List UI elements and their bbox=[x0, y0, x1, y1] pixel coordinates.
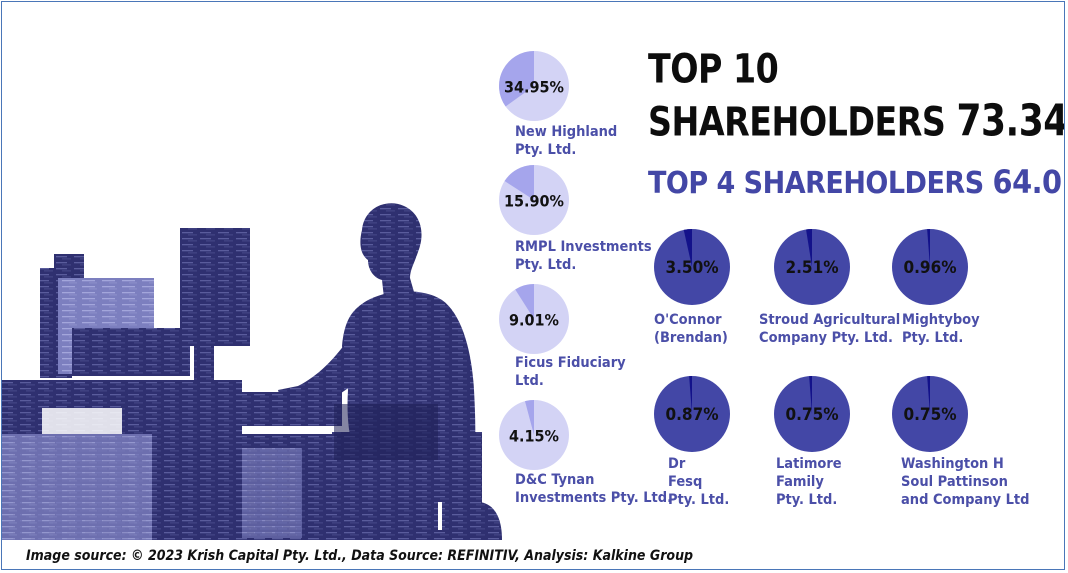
pie-latimore: 0.75% Latimore Family Pty. Ltd. bbox=[774, 376, 850, 508]
shareholder-name-line: Company Pty. Ltd. bbox=[759, 330, 893, 346]
title-top10-value: 73.34% bbox=[956, 96, 1064, 147]
pie-value-label: 0.75% bbox=[785, 405, 838, 425]
title-line-1: TOP 10 bbox=[648, 45, 779, 93]
pie-slice bbox=[499, 51, 534, 107]
pie-value-label: 3.50% bbox=[665, 258, 718, 278]
shareholder-name-line: Family bbox=[776, 474, 824, 490]
pie-washington-h: 0.75% Washington H Soul Pattinson and Compa… bbox=[892, 376, 1029, 508]
pie-slice bbox=[504, 165, 534, 200]
pie-slice bbox=[515, 284, 534, 319]
shareholder-name-line: Dr bbox=[668, 456, 686, 472]
subtitle-value: 64.01% bbox=[992, 163, 1064, 201]
pie-slice bbox=[683, 229, 692, 267]
pie-slice bbox=[927, 376, 930, 414]
shareholder-name-line: RMPL Investments bbox=[515, 239, 652, 255]
subtitle-text: TOP 4 SHAREHOLDERS bbox=[648, 166, 984, 201]
pie-d-c-tynan: 4.15% D&C Tynan Investments Pty. Ltd. bbox=[499, 400, 672, 506]
shareholder-name-line: Investments Pty. Ltd. bbox=[515, 490, 672, 506]
pie-value-label: 0.87% bbox=[665, 405, 718, 425]
pie-value-label: 15.90% bbox=[504, 192, 564, 211]
pie-mightyboy: 0.96% Mightyboy Pty. Ltd. bbox=[892, 229, 980, 346]
pie-slice bbox=[689, 376, 692, 414]
shareholder-name-line: Mightyboy bbox=[902, 312, 980, 328]
pie-new-highland: 34.95% New Highland Pty. Ltd. bbox=[499, 51, 617, 158]
pie-rmpl-investments: 15.90% RMPL Investments Pty. Ltd. bbox=[499, 165, 652, 273]
shareholder-name-line: Stroud Agricultural bbox=[759, 312, 900, 328]
pie-value-label: 4.15% bbox=[509, 427, 559, 446]
shareholder-name-line: Soul Pattinson bbox=[901, 474, 1008, 490]
shareholder-name-line: Pty. Ltd. bbox=[668, 492, 729, 508]
shareholder-name-line: Pty. Ltd. bbox=[776, 492, 837, 508]
pie-stroud-agricultural: 2.51% Stroud Agricultural Company Pty. Ltd… bbox=[759, 229, 900, 346]
pie-value-label: 2.51% bbox=[785, 258, 838, 278]
shareholder-name-line: Pty. Ltd. bbox=[515, 142, 576, 158]
title-line-2: SHAREHOLDERS 73.34% bbox=[648, 96, 1064, 147]
shareholder-name-line: (Brendan) bbox=[654, 330, 728, 346]
shareholder-name-line: Washington H bbox=[901, 456, 1004, 472]
pie-slice bbox=[806, 229, 812, 267]
pie-value-label: 0.96% bbox=[903, 258, 956, 278]
source-caption: Image source: © 2023 Krish Capital Pty. … bbox=[26, 548, 694, 564]
subtitle: TOP 4 SHAREHOLDERS 64.01% bbox=[648, 163, 1064, 202]
shareholder-name-line: Pty. Ltd. bbox=[515, 257, 576, 273]
shareholder-name-line: O'Connor bbox=[654, 312, 722, 328]
pie-value-label: 9.01% bbox=[509, 311, 559, 330]
shareholder-name-line: and Company Ltd bbox=[901, 492, 1029, 508]
shareholder-name-line: Ficus Fiduciary bbox=[515, 355, 626, 371]
office-worker-silhouette bbox=[2, 203, 502, 540]
title-top-10: TOP 10 bbox=[648, 45, 779, 93]
pie-slice bbox=[524, 400, 534, 435]
shareholder-name-line: D&C Tynan bbox=[515, 472, 594, 488]
pie-slice bbox=[809, 376, 812, 414]
pie-o-connor: 3.50% O'Connor (Brendan) bbox=[654, 229, 730, 346]
shareholder-name-line: Pty. Ltd. bbox=[902, 330, 963, 346]
shareholder-name-line: Fesq bbox=[668, 474, 702, 490]
shareholder-name-line: New Highland bbox=[515, 124, 617, 140]
pie-slice bbox=[927, 229, 930, 267]
pie-dr: 0.87% Dr Fesq Pty. Ltd. bbox=[654, 376, 730, 508]
title-shareholders: SHAREHOLDERS bbox=[648, 98, 946, 146]
shareholder-name-line: Latimore bbox=[776, 456, 842, 472]
pie-value-label: 34.95% bbox=[504, 78, 564, 97]
shareholder-name-line: Ltd. bbox=[515, 373, 544, 389]
pie-ficus-fiduciary: 9.01% Ficus Fiduciary Ltd. bbox=[499, 284, 626, 389]
pie-charts: 34.95% New Highland Pty. Ltd. 15.90% RMPL In… bbox=[499, 51, 1029, 508]
pie-value-label: 0.75% bbox=[903, 405, 956, 425]
